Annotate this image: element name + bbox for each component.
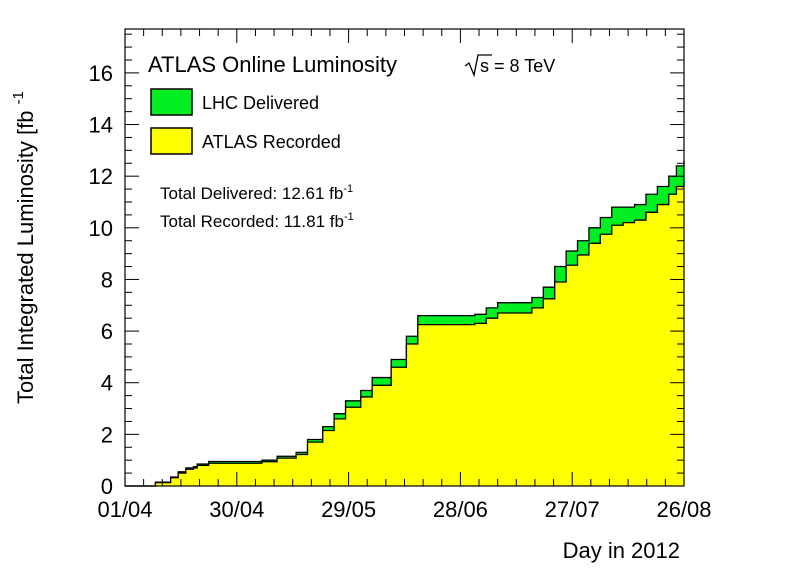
legend-label-delivered: LHC Delivered <box>202 93 319 113</box>
x-tick-label: 30/04 <box>209 497 264 522</box>
x-tick-label: 28/06 <box>433 497 488 522</box>
y-tick-label: 14 <box>89 113 113 138</box>
x-tick-label: 26/08 <box>656 497 711 522</box>
y-tick-label: 10 <box>89 216 113 241</box>
y-axis-title-text: Total Integrated Luminosity [fb <box>13 111 38 405</box>
annotation-recorded-text: Total Recorded: 11.81 fb <box>160 212 344 231</box>
x-tick-label: 27/07 <box>545 497 600 522</box>
legend-label-recorded: ATLAS Recorded <box>202 132 341 152</box>
plot-frame <box>124 28 685 487</box>
energy-text: s = 8 TeV <box>480 56 555 76</box>
y-tick-label: 2 <box>101 422 113 447</box>
x-tick-label: 29/05 <box>321 497 376 522</box>
annotation-total-delivered: Total Delivered: 12.61 fb-1 <box>160 183 353 203</box>
annotation-total-recorded: Total Recorded: 11.81 fb-1 <box>160 211 354 231</box>
series-line-1 <box>125 181 685 487</box>
y-tick-label: 8 <box>101 267 113 292</box>
legend-swatch-delivered <box>150 88 193 116</box>
y-tick-label: 0 <box>101 474 113 499</box>
sqrt-icon <box>464 54 492 78</box>
y-tick-label: 12 <box>89 164 113 189</box>
y-tick-label: 16 <box>89 61 113 86</box>
y-tick-label: 4 <box>101 371 113 396</box>
y-axis-title-exp: -1 <box>10 91 27 104</box>
x-tick-label: 01/04 <box>97 497 152 522</box>
legend-swatch-recorded <box>150 127 193 155</box>
tick-layer: 0 2 4 6 8 10 12 14 16 01/04 30/04 29/05 28/06 27/07 26… <box>89 29 712 522</box>
chart-title: ATLAS Online Luminosity <box>148 52 397 77</box>
series-layer <box>125 160 685 487</box>
y-axis-title: Total Integrated Luminosity [fb -1 <box>10 91 38 404</box>
annotation-delivered-text: Total Delivered: 12.61 fb <box>160 184 343 203</box>
series-area-1 <box>125 181 684 486</box>
y-tick-label: 6 <box>101 319 113 344</box>
energy-label: s = 8 TeV <box>464 54 555 78</box>
x-axis-title: Day in 2012 <box>563 538 680 563</box>
annotation-delivered-exp: -1 <box>343 183 353 195</box>
annotation-recorded-exp: -1 <box>344 211 354 223</box>
